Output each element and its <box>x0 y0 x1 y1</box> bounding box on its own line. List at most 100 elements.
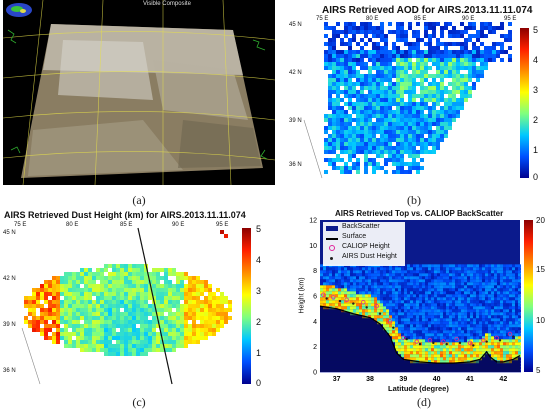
backscatter-cell <box>470 345 473 349</box>
aod-cell <box>388 50 392 54</box>
aod-cell <box>472 58 476 62</box>
dust-height-cell <box>168 316 172 320</box>
backscatter-cell <box>392 282 395 286</box>
backscatter-cell <box>488 321 491 325</box>
aod-cell <box>380 90 384 94</box>
aod-cell <box>336 74 340 78</box>
lat-tick: 45 N <box>3 230 16 236</box>
dust-height-cell <box>192 300 196 304</box>
dust-height-cell <box>40 320 44 324</box>
backscatter-cell <box>458 273 461 277</box>
backscatter-cell <box>479 324 482 328</box>
aod-cell <box>368 162 372 166</box>
backscatter-cell <box>389 282 392 286</box>
aod-cell <box>380 150 384 154</box>
caliop-height-point <box>321 292 326 297</box>
aod-cell <box>460 62 464 66</box>
backscatter-cell <box>506 336 509 340</box>
aod-cell <box>368 90 372 94</box>
aod-cell <box>412 102 416 106</box>
aod-cell <box>384 142 388 146</box>
backscatter-cell <box>461 336 464 340</box>
dust-height-cell <box>84 328 88 332</box>
backscatter-cell <box>326 300 329 304</box>
colorbar-tick: 2 <box>533 115 539 125</box>
backscatter-cell <box>416 264 419 268</box>
aod-cell <box>360 86 364 90</box>
aod-cell <box>348 58 352 62</box>
aod-cell <box>412 46 416 50</box>
aod-cell <box>352 154 356 158</box>
aod-cell <box>356 114 360 118</box>
backscatter-cell <box>437 339 440 343</box>
aod-cell <box>400 22 404 26</box>
backscatter-cell <box>443 300 446 304</box>
lon-tick: 85 E <box>414 16 427 22</box>
backscatter-cell <box>500 267 503 271</box>
backscatter-cell <box>455 327 458 331</box>
aod-cell <box>396 54 400 58</box>
dust-height-cell <box>40 304 44 308</box>
backscatter-cell <box>449 297 452 301</box>
backscatter-cell <box>455 345 458 349</box>
dust-height-cell <box>52 304 56 308</box>
aod-cell <box>376 166 380 170</box>
dust-height-cell <box>40 332 44 336</box>
aod-cell <box>460 46 464 50</box>
dust-height-cell <box>92 332 96 336</box>
backscatter-cell <box>452 291 455 295</box>
aod-map-plot <box>302 20 518 180</box>
backscatter-cell <box>488 288 491 292</box>
backscatter-cell <box>350 276 353 280</box>
aod-cell <box>452 54 456 58</box>
backscatter-cell <box>392 315 395 319</box>
dust-height-cell <box>140 336 144 340</box>
dust-height-cell <box>140 264 144 268</box>
backscatter-cell <box>491 354 494 358</box>
dust-height-cell <box>112 296 116 300</box>
backscatter-cell <box>341 276 344 280</box>
backscatter-cell <box>344 285 347 289</box>
dust-height-cell <box>48 312 52 316</box>
dust-height-cell <box>52 292 56 296</box>
dust-height-cell <box>164 268 168 272</box>
dust-height-cell <box>164 308 168 312</box>
backscatter-cell <box>473 270 476 274</box>
backscatter-cell <box>491 270 494 274</box>
backscatter-cell <box>392 294 395 298</box>
backscatter-cell <box>377 294 380 298</box>
backscatter-cell <box>491 351 494 355</box>
backscatter-cell <box>350 288 353 292</box>
backscatter-cell <box>431 351 434 355</box>
backscatter-cell <box>359 297 362 301</box>
aod-cell <box>416 110 420 114</box>
dust-height-cell <box>72 332 76 336</box>
aod-cell <box>336 98 340 102</box>
backscatter-cell <box>401 303 404 307</box>
aod-cell <box>436 134 440 138</box>
dust-height-cell <box>128 296 132 300</box>
dust-height-cell <box>132 308 136 312</box>
aod-cell <box>392 54 396 58</box>
backscatter-cell <box>446 267 449 271</box>
aod-cell <box>344 26 348 30</box>
dust-height-cell <box>108 352 112 356</box>
dust-height-cell <box>136 268 140 272</box>
backscatter-cell <box>500 354 503 358</box>
backscatter-cell <box>515 342 518 346</box>
aod-cell <box>436 146 440 150</box>
aod-cell <box>376 42 380 46</box>
dust-height-cell <box>212 324 216 328</box>
dust-height-cell <box>168 340 172 344</box>
aod-cell <box>404 142 408 146</box>
backscatter-cell <box>455 321 458 325</box>
backscatter-cell <box>458 324 461 328</box>
aod-cell <box>460 54 464 58</box>
backscatter-cell <box>482 342 485 346</box>
aod-cell <box>328 158 332 162</box>
backscatter-cell <box>320 264 323 268</box>
aod-cell <box>372 130 376 134</box>
dust-height-cell <box>96 312 100 316</box>
aod-cell <box>460 22 464 26</box>
aod-cell <box>480 66 484 70</box>
